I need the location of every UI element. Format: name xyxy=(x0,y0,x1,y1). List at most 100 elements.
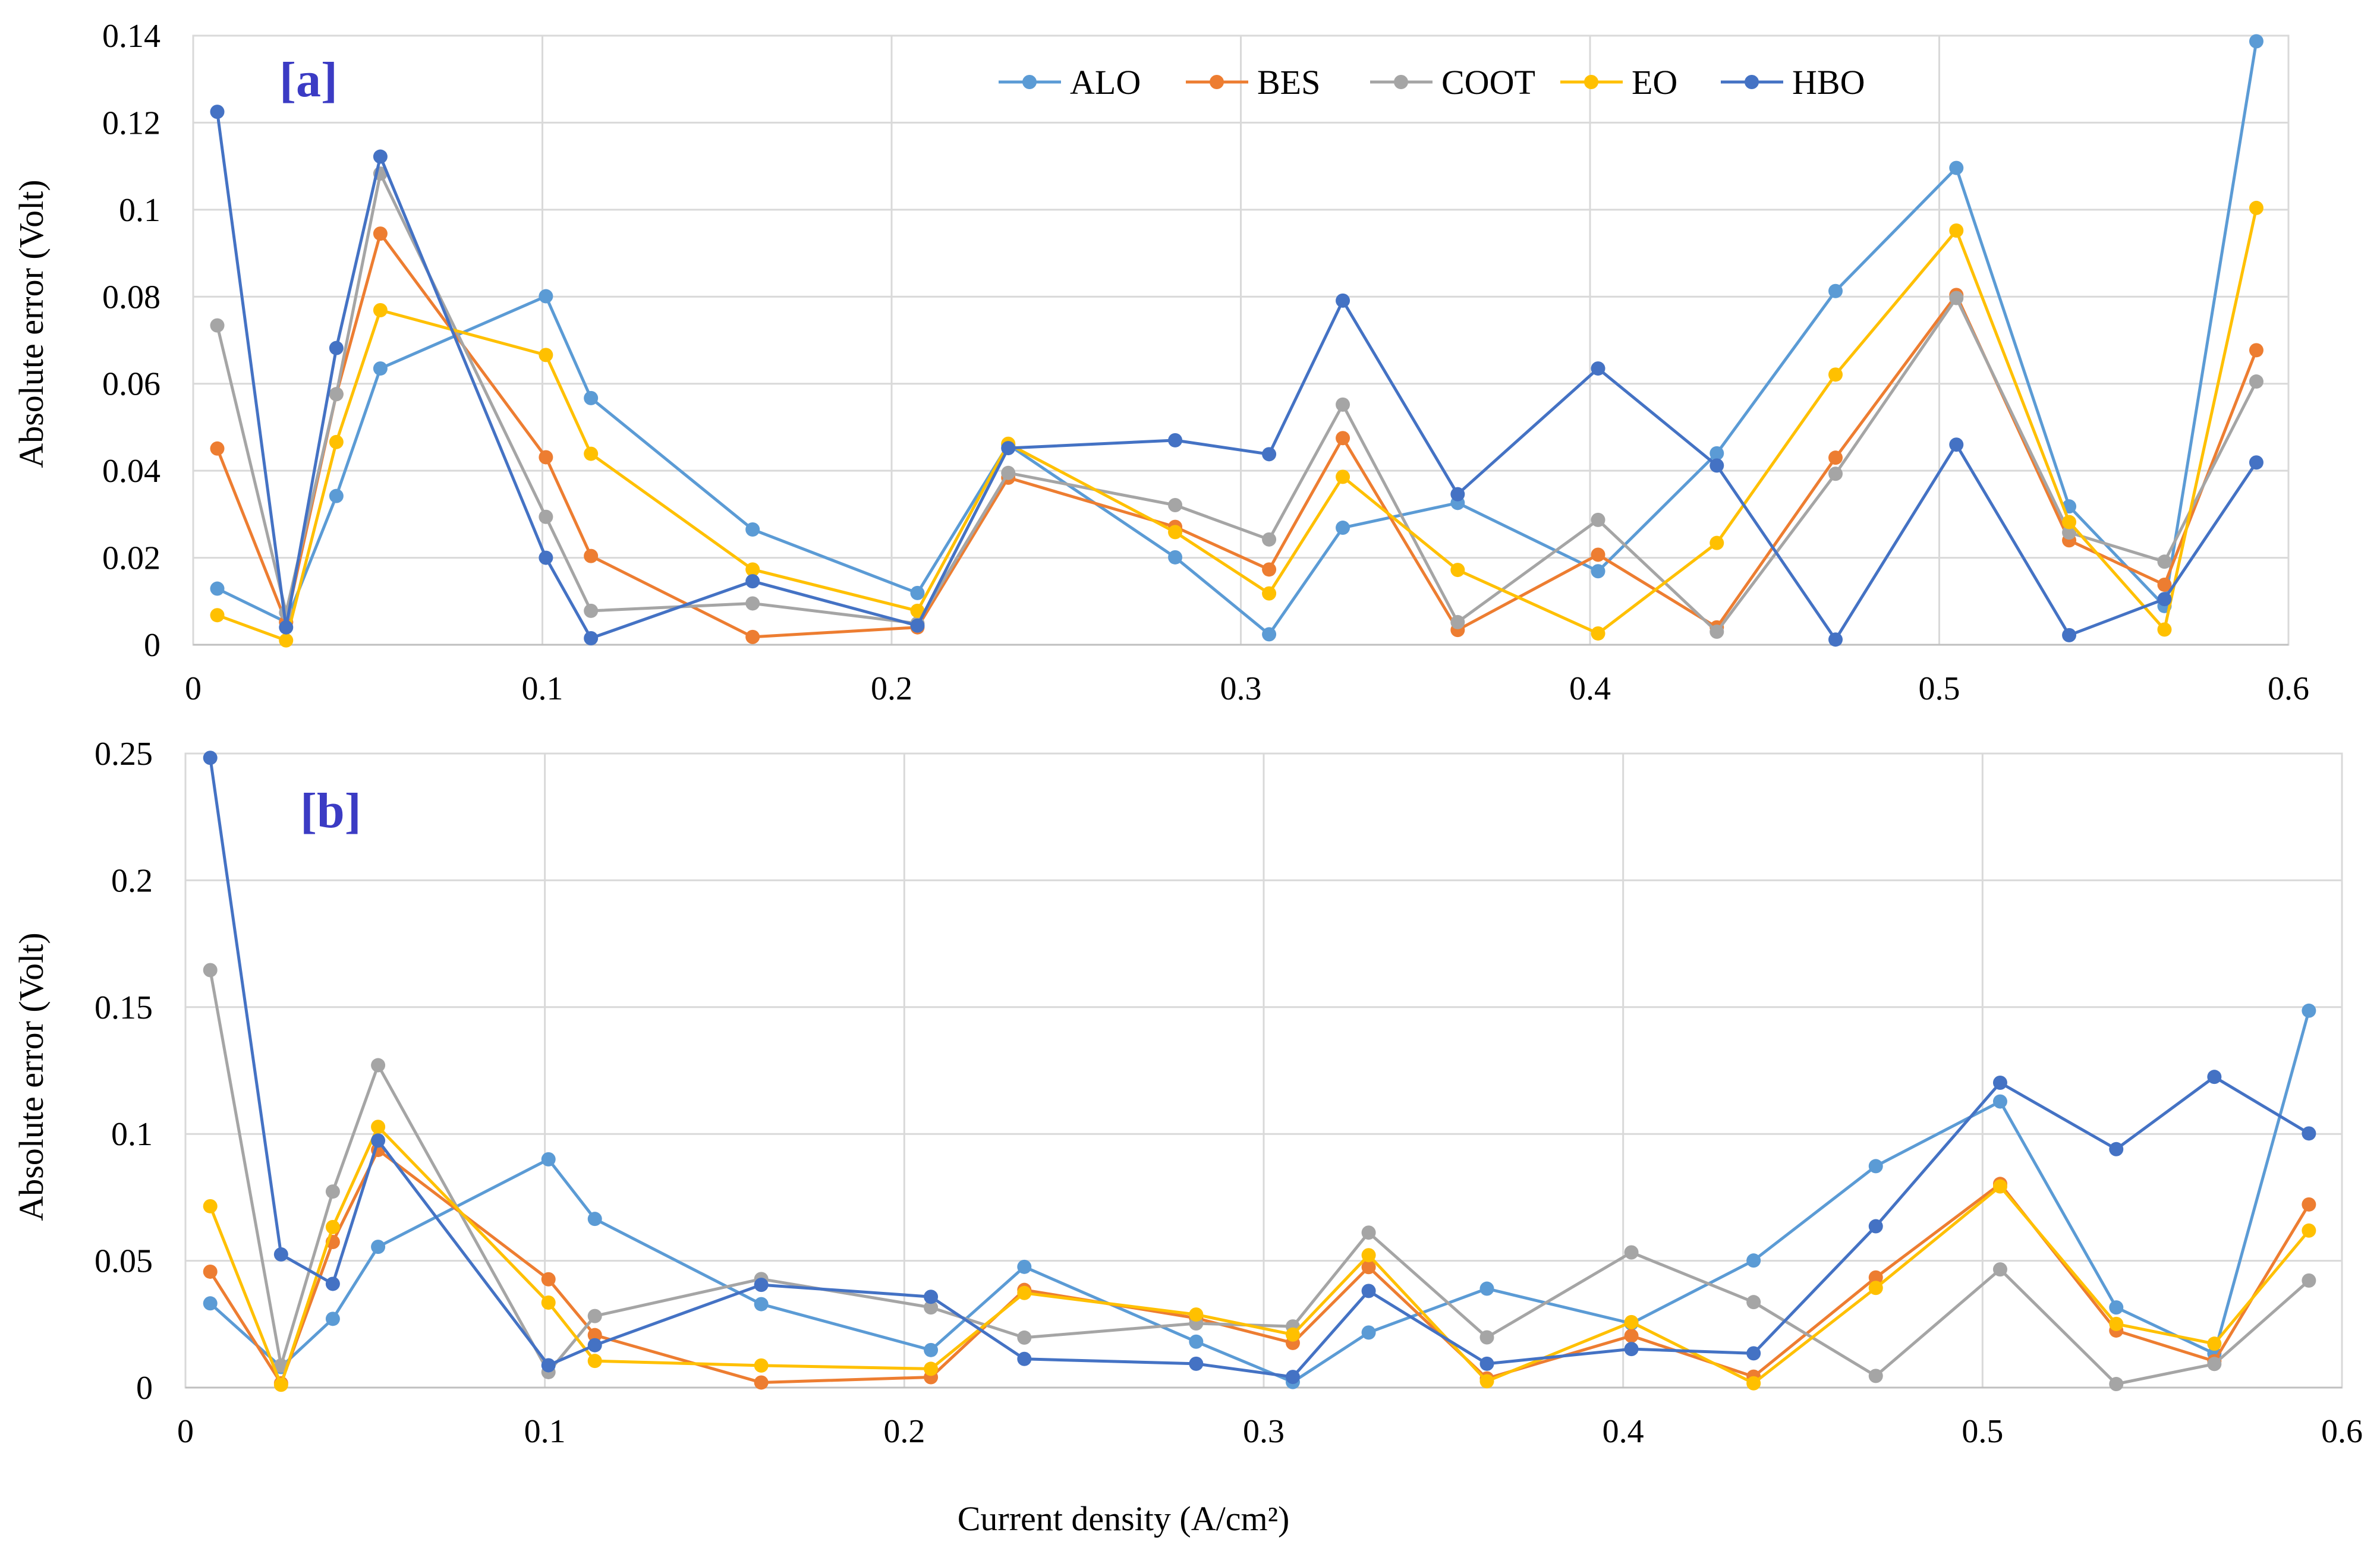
panel-a-point-alo xyxy=(584,390,599,405)
panel-a-y-tick-label: 0.14 xyxy=(102,18,160,55)
panel-b-point-eo xyxy=(2302,1223,2316,1238)
panel-b-point-hbo xyxy=(2302,1126,2316,1141)
panel-b-point-coot xyxy=(1868,1369,1883,1383)
panel-a-x-tick-label: 0.5 xyxy=(1919,670,1960,707)
panel-b-point-eo xyxy=(1746,1376,1761,1391)
panel-b-point-eo xyxy=(371,1120,386,1134)
panel-a-point-coot xyxy=(329,387,344,402)
panel-b-point-hbo xyxy=(1746,1346,1761,1361)
panel-b-point-eo xyxy=(273,1377,288,1392)
panel-a-point-alo xyxy=(745,522,760,537)
panel-b-point-hbo xyxy=(203,751,218,765)
panel-b-y-tick-label: 0 xyxy=(136,1370,153,1407)
panel-a-point-eo xyxy=(745,562,760,577)
panel-a-point-eo xyxy=(584,446,599,461)
panel-a-point-coot xyxy=(1336,397,1350,412)
panel-a-point-eo xyxy=(210,608,225,623)
panel-b-point-bes xyxy=(203,1264,218,1279)
panel-b-point-hbo xyxy=(587,1338,602,1353)
legend-label-hbo: HBO xyxy=(1792,63,1865,102)
panel-a-x-tick-label: 0 xyxy=(185,670,202,707)
panel-b-point-eo xyxy=(1017,1285,1032,1300)
panel-a-series-line-bes xyxy=(216,232,2258,639)
panel-b-point-alo xyxy=(1746,1253,1761,1268)
panel-a-point-hbo xyxy=(2062,628,2077,642)
panel-a-point-eo xyxy=(373,302,388,317)
panel-b-point-coot xyxy=(1479,1330,1494,1345)
panel-b-point-coot xyxy=(1746,1295,1761,1310)
panel-a-series-line-hbo xyxy=(216,110,2258,641)
panel-b-x-tick-label: 0.3 xyxy=(1243,1413,1285,1450)
panel-b-point-coot xyxy=(203,963,218,978)
panel-b-point-alo xyxy=(203,1296,218,1311)
panel-b-point-hbo xyxy=(1624,1342,1639,1357)
x-axis-title: Current density (A/cm²) xyxy=(958,1499,1290,1538)
panel-b-point-eo xyxy=(325,1219,340,1234)
panel-b-point-alo xyxy=(2109,1300,2124,1315)
legend-marker-hbo xyxy=(1745,75,1759,89)
panel-a-point-coot xyxy=(1001,465,1016,480)
panel-b-point-hbo xyxy=(1361,1284,1376,1298)
panel-b-point-alo xyxy=(924,1342,939,1357)
panel-a-point-coot xyxy=(1591,512,1605,527)
panel-a-point-alo xyxy=(1168,550,1183,565)
panel-b-point-bes xyxy=(1868,1270,1883,1285)
panel-b-point-hbo xyxy=(1017,1351,1032,1366)
panel-b-point-alo xyxy=(371,1240,386,1254)
panel-a-point-eo xyxy=(329,434,344,449)
panel-b-point-coot xyxy=(2302,1273,2316,1288)
panel-a-y-tick-label: 0.04 xyxy=(102,453,160,490)
panel-a-point-eo xyxy=(1710,535,1724,550)
panel-b-point-alo xyxy=(2302,1003,2316,1018)
panel-a-point-coot xyxy=(210,318,225,333)
panel-b-series-line-eo xyxy=(209,1125,2310,1386)
panel-a-point-alo xyxy=(329,488,344,503)
panel-a-point-hbo xyxy=(1450,487,1465,502)
panel-b-x-tick-label: 0.6 xyxy=(2321,1413,2363,1450)
panel-b-point-hbo xyxy=(1285,1370,1300,1385)
panel-b-point-bes xyxy=(541,1272,556,1287)
panel-a-series-line-eo xyxy=(216,206,2258,642)
panel-b-point-coot xyxy=(1992,1262,2007,1277)
panel-b-point-coot xyxy=(325,1184,340,1199)
panel-b-point-alo xyxy=(1361,1325,1376,1340)
panel-a-point-alo xyxy=(1828,283,1843,298)
panel-a-point-eo xyxy=(910,603,925,618)
panel-a-x-tick-label: 0.3 xyxy=(1220,670,1262,707)
panel-b-point-bes xyxy=(1624,1328,1639,1343)
panel-a-point-eo xyxy=(1168,525,1183,540)
panel-a-point-alo xyxy=(1949,160,1964,175)
panel-a-point-eo xyxy=(2249,200,2263,215)
panel-a-point-alo xyxy=(210,581,225,596)
panel-b-point-alo xyxy=(1189,1334,1204,1349)
panel-b-point-coot xyxy=(2109,1377,2124,1392)
panel-a-point-coot xyxy=(1450,614,1465,629)
panel-b-y-tick-label: 0.25 xyxy=(95,736,153,773)
panel-b-point-eo xyxy=(1992,1179,2007,1194)
panel-b-y-axis-title: Absolute error (Volt) xyxy=(12,932,51,1221)
panel-b-point-coot xyxy=(587,1309,602,1323)
panel-a-point-hbo xyxy=(2249,455,2263,470)
panel-b-point-alo xyxy=(1868,1159,1883,1174)
legend-marker-coot xyxy=(1394,75,1408,89)
panel-b-point-hbo xyxy=(1992,1075,2007,1090)
panel-b-point-bes xyxy=(587,1328,602,1342)
legend-marker-eo xyxy=(1584,75,1598,89)
panel-a-point-coot xyxy=(2157,554,2172,569)
panel-a-x-tick-label: 0.4 xyxy=(1569,670,1611,707)
panel-b-point-hbo xyxy=(325,1276,340,1291)
panel-b-point-hbo xyxy=(754,1278,769,1292)
panel-b-point-hbo xyxy=(1189,1356,1204,1371)
panel-b-point-coot xyxy=(371,1058,386,1073)
panel-a-point-bes xyxy=(1591,547,1605,562)
panel-a-point-bes xyxy=(539,450,553,465)
panel-a-point-eo xyxy=(1336,469,1350,484)
panel-a-point-alo xyxy=(1262,627,1277,642)
panel-b-point-alo xyxy=(1992,1094,2007,1109)
panel-a-point-hbo xyxy=(210,105,225,119)
panel-a-series-line-alo xyxy=(216,40,2258,636)
panel-b-point-hbo xyxy=(924,1290,939,1304)
panel-a-point-coot xyxy=(745,596,760,611)
panel-b-point-eo xyxy=(1361,1248,1376,1263)
panel-a-x-tick-label: 0.2 xyxy=(871,670,912,707)
